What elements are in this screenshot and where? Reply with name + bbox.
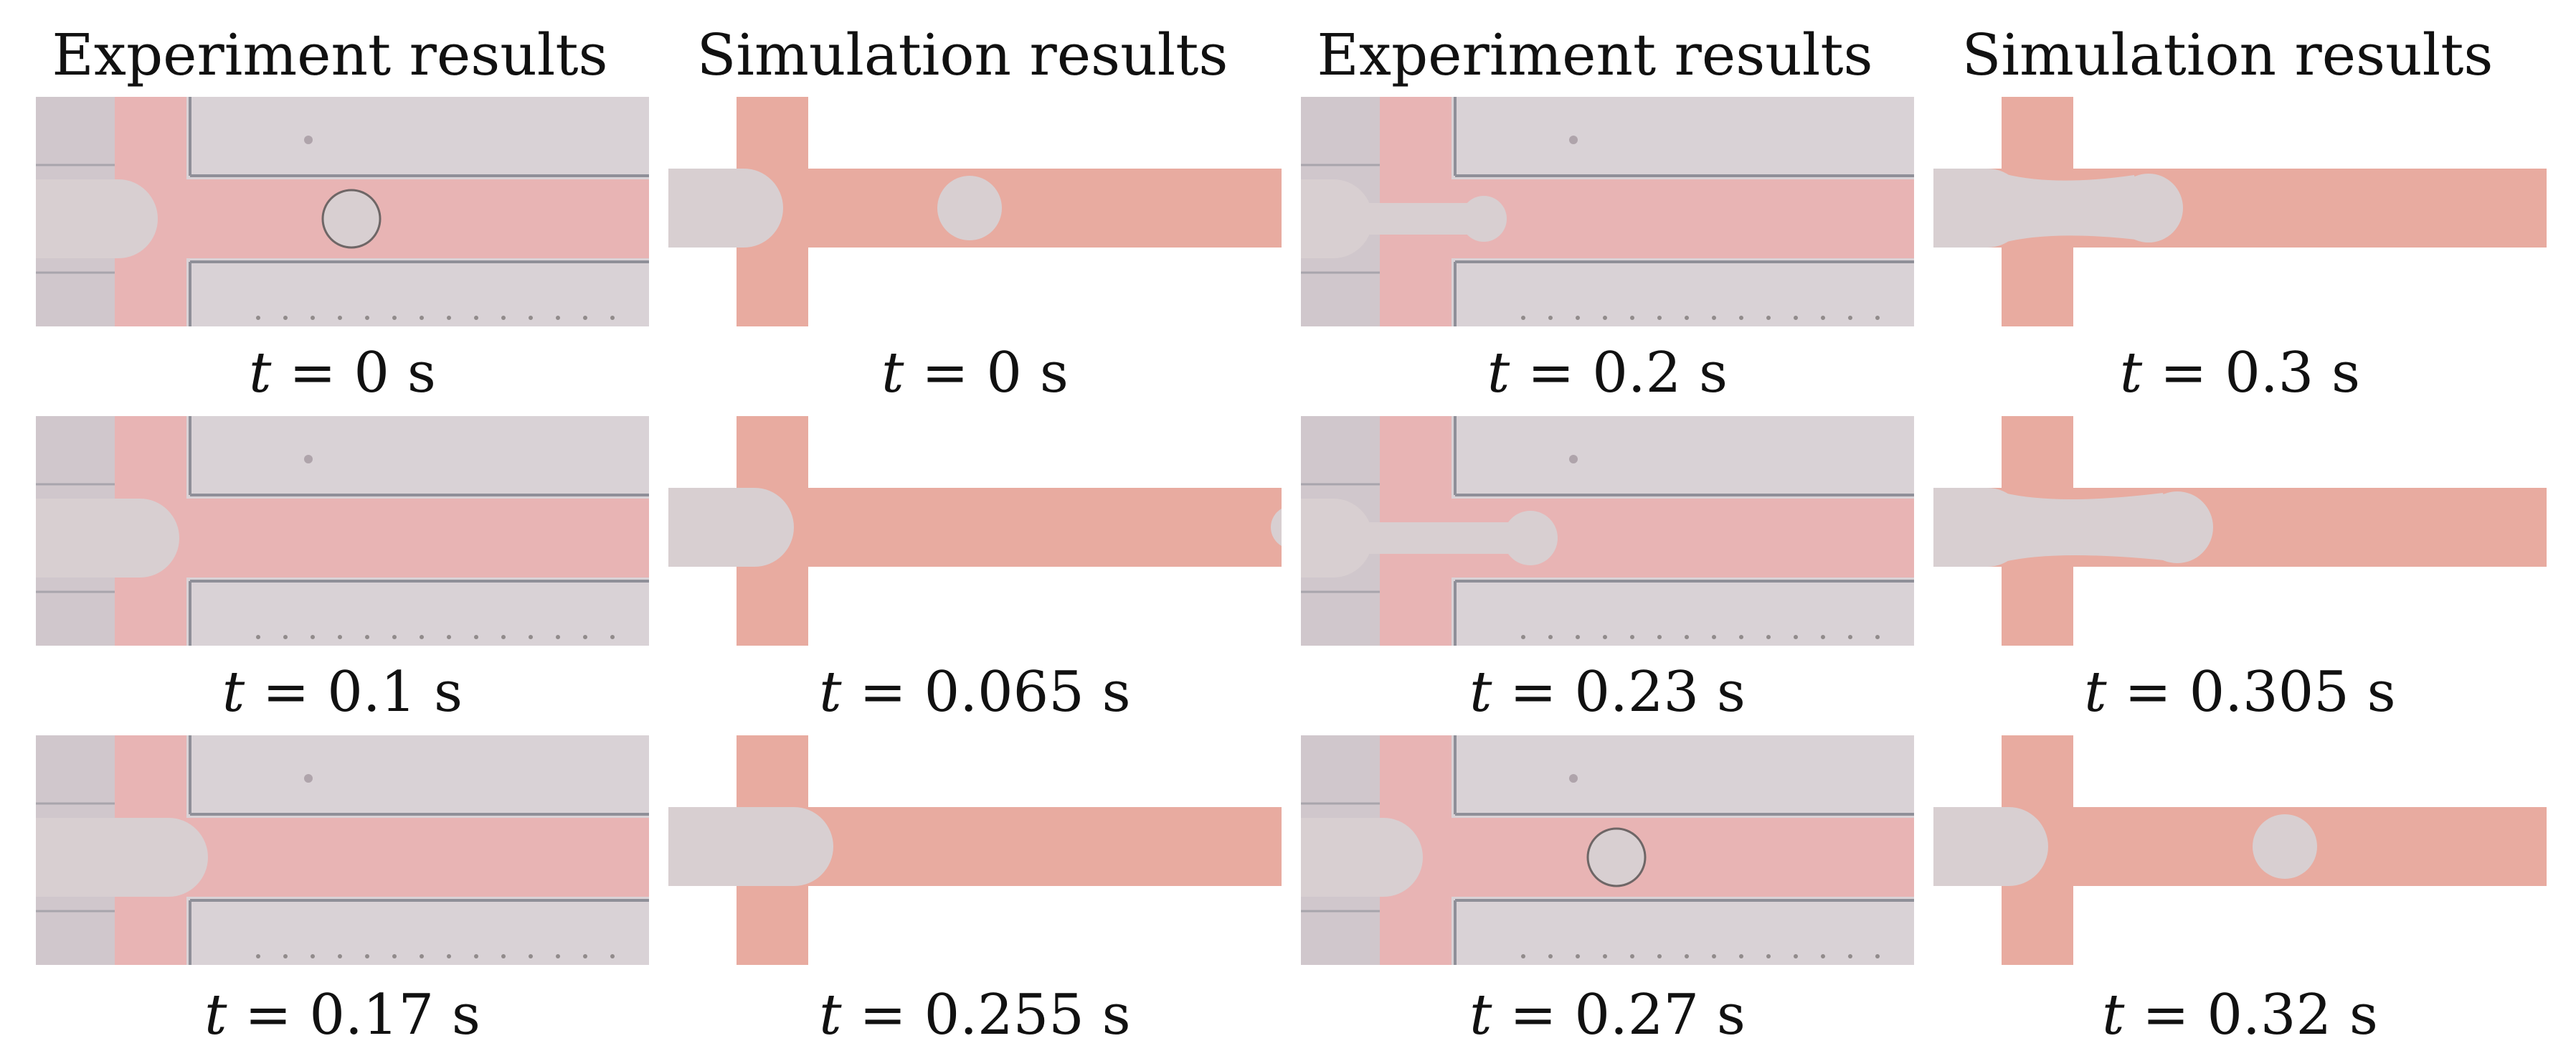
equals-sign: = <box>2106 660 2189 725</box>
equals-sign: = <box>1510 341 1593 405</box>
time-variable: t <box>204 983 227 1047</box>
time-caption: t = 0 s <box>653 337 1298 409</box>
time-variable: t <box>2102 983 2125 1047</box>
time-unit: s <box>416 660 463 725</box>
time-unit: s <box>1681 341 1728 405</box>
time-value: 0 <box>986 341 1023 405</box>
time-unit: s <box>1084 983 1131 1047</box>
time-variable: t <box>1469 660 1492 725</box>
time-caption: t = 0.27 s <box>1285 979 1931 1051</box>
time-value: 0.27 <box>1574 983 1700 1047</box>
time-caption: t = 0.065 s <box>653 656 1298 728</box>
time-unit: s <box>1699 983 1746 1047</box>
equals-sign: = <box>904 341 987 405</box>
simulation-frame-t0.305-image <box>1933 416 2547 646</box>
equals-sign: = <box>2142 341 2225 405</box>
time-unit: s <box>2314 341 2361 405</box>
time-unit: s <box>389 341 436 405</box>
time-variable: t <box>819 660 842 725</box>
equals-sign: = <box>227 983 310 1047</box>
time-caption: t = 0.305 s <box>1918 656 2563 728</box>
time-value: 0.3 <box>2225 341 2314 405</box>
equals-sign: = <box>841 660 924 725</box>
time-variable: t <box>249 341 272 405</box>
experiment-frame-t0.27-image <box>1301 735 1914 965</box>
time-caption: t = 0.17 s <box>20 979 666 1051</box>
column-header-simulation-1: Simulation results <box>696 22 1228 88</box>
time-value: 0.2 <box>1592 341 1682 405</box>
experiment-frame-t0.2-image <box>1301 97 1914 326</box>
time-caption: t = 0.23 s <box>1285 656 1931 728</box>
time-variable: t <box>222 660 245 725</box>
experiment-frame-t0-image <box>36 97 649 326</box>
time-value: 0 <box>354 341 390 405</box>
simulation-frame-t0.3-image <box>1933 97 2547 326</box>
time-variable: t <box>881 341 904 405</box>
simulation-frame-t0.32-image <box>1933 735 2547 965</box>
time-caption: t = 0 s <box>20 337 666 409</box>
time-value: 0.32 <box>2207 983 2332 1047</box>
time-caption: t = 0.3 s <box>1918 337 2563 409</box>
equals-sign: = <box>245 660 328 725</box>
time-caption: t = 0.255 s <box>653 979 1298 1051</box>
time-value: 0.255 <box>924 983 1084 1047</box>
experiment-frame-t0.17-image <box>36 735 649 965</box>
experiment-frame-t0.23-image <box>1301 416 1914 646</box>
time-variable: t <box>2084 660 2107 725</box>
time-unit: s <box>1699 660 1746 725</box>
time-value: 0.065 <box>924 660 1084 725</box>
equals-sign: = <box>1492 983 1575 1047</box>
time-value: 0.17 <box>309 983 435 1047</box>
time-caption: t = 0.32 s <box>1918 979 2563 1051</box>
experiment-frame-t0.1-image <box>36 416 649 646</box>
time-value: 0.1 <box>327 660 417 725</box>
simulation-frame-t0-image <box>668 97 1282 326</box>
equals-sign: = <box>271 341 354 405</box>
simulation-frame-t0.065-image <box>668 416 1282 646</box>
time-variable: t <box>2119 341 2143 405</box>
time-variable: t <box>1487 341 1510 405</box>
time-unit: s <box>1084 660 1131 725</box>
time-unit: s <box>2331 983 2378 1047</box>
simulation-frame-t0.255-image <box>668 735 1282 965</box>
time-value: 0.305 <box>2189 660 2349 725</box>
time-unit: s <box>2349 660 2396 725</box>
time-variable: t <box>1469 983 1492 1047</box>
time-variable: t <box>819 983 842 1047</box>
time-unit: s <box>434 983 480 1047</box>
column-header-simulation-2: Simulation results <box>1961 22 2494 88</box>
time-unit: s <box>1022 341 1069 405</box>
time-caption: t = 0.1 s <box>20 656 666 728</box>
column-header-experiment-1: Experiment results <box>52 22 608 88</box>
equals-sign: = <box>1492 660 1575 725</box>
equals-sign: = <box>2124 983 2207 1047</box>
column-header-experiment-2: Experiment results <box>1317 22 1873 88</box>
time-value: 0.23 <box>1574 660 1700 725</box>
equals-sign: = <box>841 983 924 1047</box>
time-caption: t = 0.2 s <box>1285 337 1931 409</box>
